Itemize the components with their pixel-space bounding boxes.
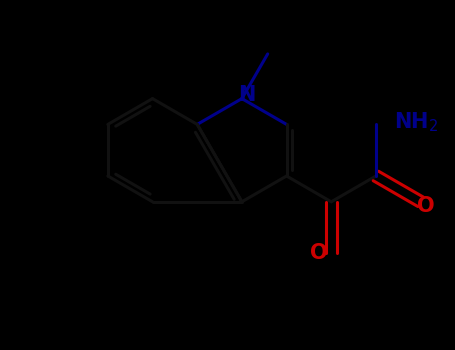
Text: O: O xyxy=(309,243,327,263)
Text: O: O xyxy=(417,196,435,216)
Text: N: N xyxy=(238,85,256,105)
Text: NH$_2$: NH$_2$ xyxy=(394,111,438,134)
